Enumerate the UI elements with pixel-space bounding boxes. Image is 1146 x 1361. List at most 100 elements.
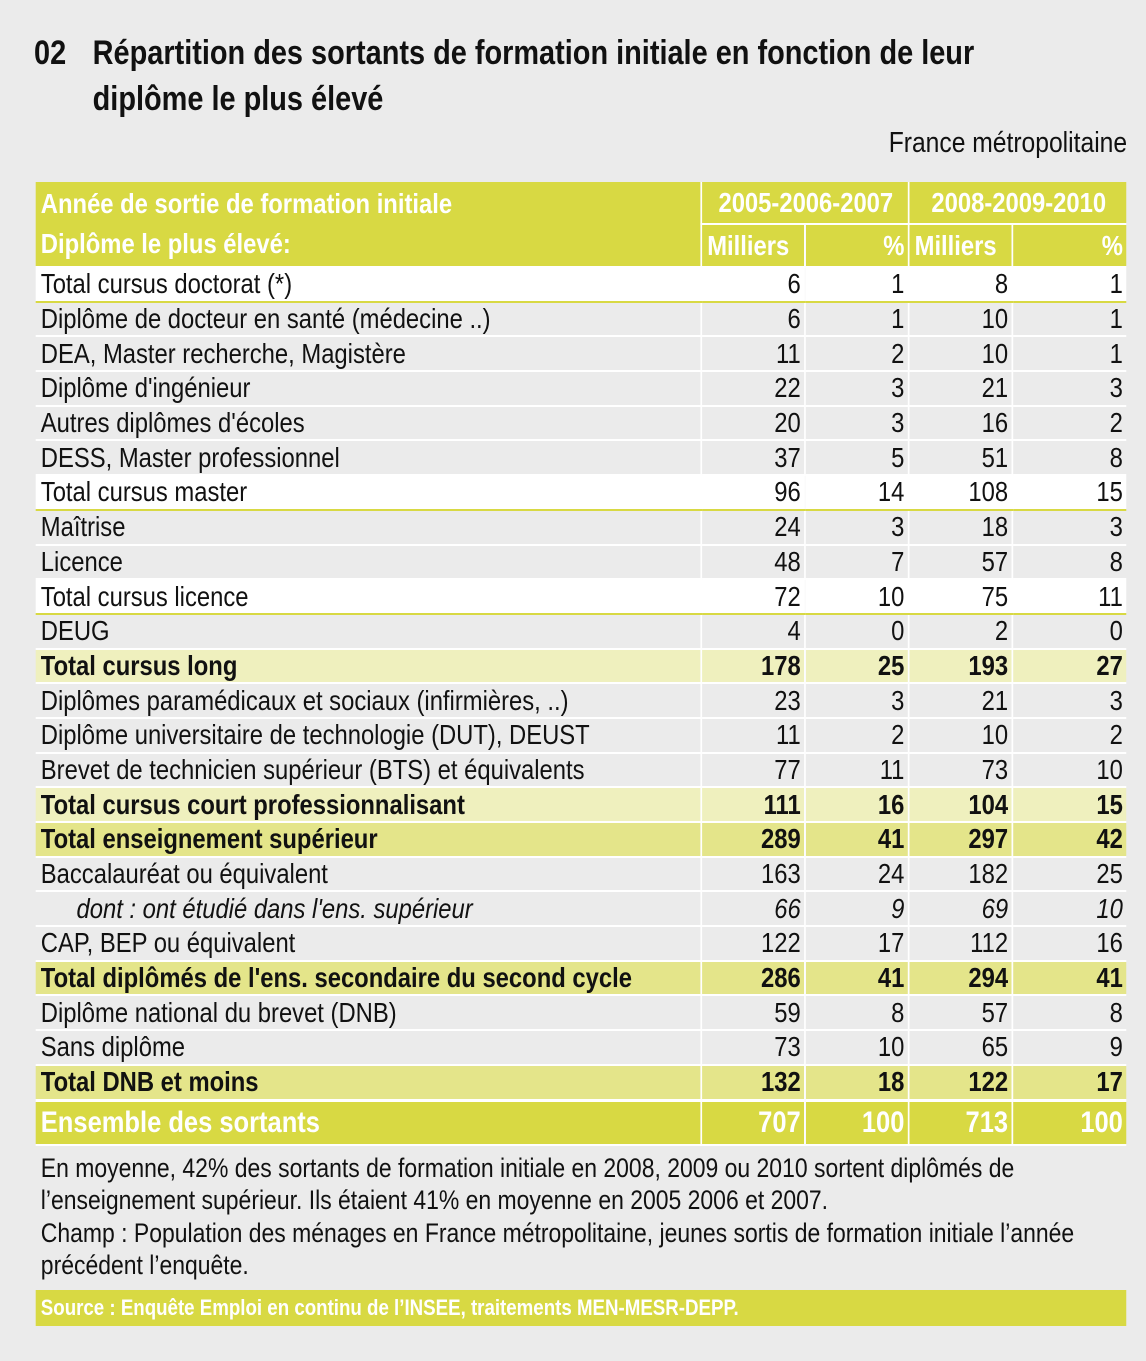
cell-value: 96 (701, 475, 806, 511)
cell-value: 10 (1012, 891, 1127, 928)
cell-value: 21 (908, 683, 1014, 719)
cell-value: 2 (804, 336, 910, 373)
table-row: Sans diplôme 73 10 65 9 (35, 1030, 1127, 1066)
cell-value: 17 (1012, 1064, 1127, 1102)
cell-value: 1 (1012, 336, 1127, 373)
row-label: dont : ont étudié dans l'ens. supérieur (35, 891, 703, 928)
table-row: Total cursus master 96 14 108 15 (35, 475, 1127, 511)
table-row: Brevet de technicien supérieur (BTS) et … (35, 752, 1127, 789)
cell-value: 0 (804, 613, 910, 650)
cell-value: 21 (908, 371, 1014, 407)
cell-value: 3 (804, 371, 910, 407)
table-row: DEUG 4 0 2 0 (35, 613, 1127, 650)
cell-value: 10 (908, 336, 1014, 373)
row-label: Diplôme de docteur en santé (médecine ..… (35, 301, 703, 338)
cell-value: 3 (804, 405, 910, 442)
cell-value: 8 (1012, 544, 1127, 581)
table-row: Diplôme d'ingénieur 22 3 21 3 (35, 371, 1127, 407)
cell-value: 122 (701, 926, 806, 962)
row-label: Ensemble des sortants (35, 1098, 703, 1146)
cell-value: 3 (804, 509, 910, 546)
cell-value: 24 (804, 856, 910, 893)
cell-value: 42 (1012, 822, 1127, 858)
data-table: Année de sortie de formation initiale Di… (35, 182, 1127, 1146)
table-row: Total cursus court professionnalisant 111… (35, 787, 1127, 823)
cell-value: 75 (908, 579, 1014, 615)
row-label: Total cursus court professionnalisant (35, 787, 703, 823)
cell-value: 41 (1012, 960, 1127, 997)
row-label: Baccalauréat ou équivalent (35, 856, 703, 893)
row-label: Diplôme national du brevet (DNB) (35, 995, 703, 1032)
cell-value: 65 (908, 1030, 1014, 1066)
cell-value: 73 (908, 752, 1014, 789)
cell-value: 163 (701, 856, 806, 893)
cell-value: 2 (1012, 717, 1127, 754)
cell-value: 707 (701, 1098, 806, 1146)
row-label: Total enseignement supérieur (35, 822, 703, 858)
table-row: Maîtrise 24 3 18 3 (35, 509, 1127, 546)
main-content: Année de sortie de formation initiale Di… (35, 182, 1127, 1326)
cell-value: 108 (908, 475, 1014, 511)
cell-value: 77 (701, 752, 806, 789)
cell-value: 8 (908, 267, 1014, 303)
cell-value: 25 (804, 648, 910, 685)
row-label: DEUG (35, 613, 703, 650)
unit-header: Milliers (701, 224, 806, 268)
table-number: 02 (34, 34, 67, 72)
region-label: France métropolitaine (888, 127, 1128, 159)
row-label: Total diplômés de l'ens. secondaire du s… (35, 960, 703, 997)
row-label: Licence (35, 544, 703, 581)
table-row: Autres diplômes d'écoles 20 3 16 2 (35, 405, 1127, 442)
cell-value: 5 (804, 440, 910, 477)
row-label: Diplôme d'ingénieur (35, 371, 703, 407)
row-label: Diplômes paramédicaux et sociaux (infirm… (35, 683, 703, 719)
row-label: Autres diplômes d'écoles (35, 405, 703, 442)
row-label: Diplôme universitaire de technologie (DU… (35, 717, 703, 754)
cell-value: 4 (701, 613, 806, 650)
cell-value: 2 (1012, 405, 1127, 442)
cell-value: 10 (908, 301, 1014, 338)
cell-value: 122 (908, 1064, 1014, 1102)
cell-value: 6 (701, 267, 806, 303)
notes: En moyenne, 42% des sortants de formatio… (36, 1152, 1127, 1282)
cell-value: 73 (701, 1030, 806, 1066)
row-label: DESS, Master professionnel (35, 440, 703, 477)
cell-value: 104 (908, 787, 1014, 823)
cell-value: 2 (804, 717, 910, 754)
title-text: Répartition des sortants de formation in… (92, 34, 975, 118)
cell-value: 11 (1012, 579, 1127, 615)
cell-value: 23 (701, 683, 806, 719)
table-row: Diplômes paramédicaux et sociaux (infirm… (35, 683, 1127, 719)
row-label: Total DNB et moins (35, 1064, 703, 1102)
cell-value: 57 (908, 544, 1014, 581)
cell-value: 1 (804, 301, 910, 338)
cell-value: 15 (1012, 787, 1127, 823)
cell-value: 11 (701, 336, 806, 373)
table-row: Diplôme de docteur en santé (médecine ..… (35, 301, 1127, 338)
cell-value: 1 (1012, 267, 1127, 303)
cell-value: 48 (701, 544, 806, 581)
cell-value: 289 (701, 822, 806, 858)
unit-header: Milliers (908, 224, 1014, 268)
cell-value: 69 (908, 891, 1014, 928)
cell-value: 3 (1012, 371, 1127, 407)
cell-value: 193 (908, 648, 1014, 685)
table-row: Diplôme national du brevet (DNB) 59 8 57 8 (35, 995, 1127, 1032)
cell-value: 20 (701, 405, 806, 442)
cell-value: 41 (804, 822, 910, 858)
cell-value: 178 (701, 648, 806, 685)
cell-value: 14 (804, 475, 910, 511)
total-row-ensemble: Ensemble des sortants 707 100 713 100 (35, 1098, 1127, 1146)
cell-value: 713 (908, 1098, 1014, 1146)
cell-value: 18 (804, 1064, 910, 1102)
cell-value: 8 (1012, 995, 1127, 1032)
cell-value: 11 (804, 752, 910, 789)
period-header: 2005-2006-2007 (701, 182, 910, 225)
row-label: Maîtrise (35, 509, 703, 546)
cell-value: 72 (701, 579, 806, 615)
note-scope: Champ : Population des ménages en France… (40, 1217, 1075, 1281)
cell-value: 294 (908, 960, 1014, 997)
cell-value: 16 (908, 405, 1014, 442)
row-label: Total cursus doctorat (*) (35, 267, 703, 303)
cell-value: 15 (1012, 475, 1127, 511)
